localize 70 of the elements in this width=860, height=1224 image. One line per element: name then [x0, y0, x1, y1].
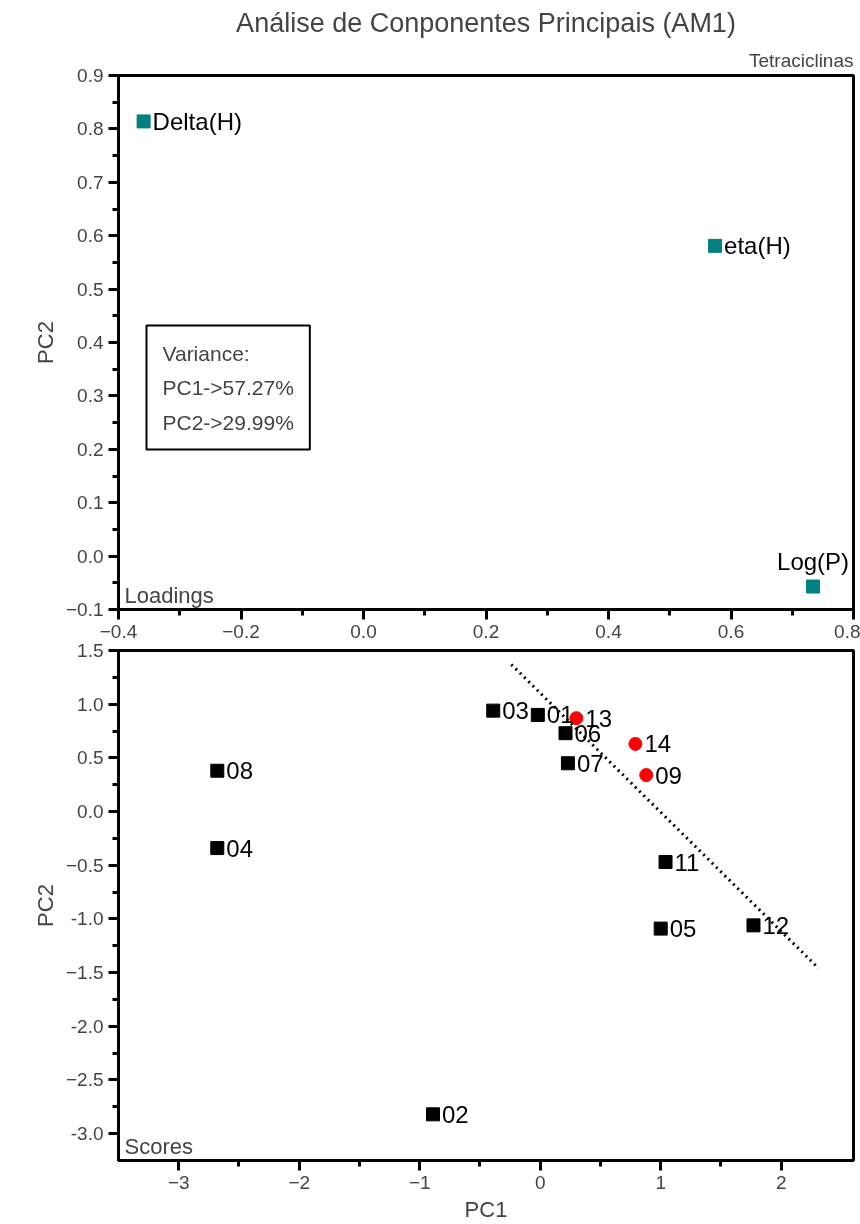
annotation: 07 — [576, 749, 604, 777]
point — [658, 855, 673, 870]
point — [558, 726, 573, 741]
y-tick-label: 0.2 — [77, 438, 104, 460]
y-tick-label: 0.0 — [77, 801, 104, 823]
x-tick-label: 0.2 — [472, 620, 500, 642]
annotation: 14 — [644, 730, 672, 758]
x-tick-label: −0.4 — [99, 620, 138, 642]
chart-title: Análise de Conponentes Principais (AM1) — [236, 7, 736, 38]
annotation: Loadings — [124, 582, 214, 608]
annotation: 02 — [441, 1100, 469, 1128]
y-tick-label: 0.0 — [77, 545, 104, 567]
point — [210, 763, 225, 778]
x-tick-label: 1 — [655, 1171, 667, 1193]
point — [746, 918, 761, 933]
point — [530, 707, 545, 722]
y-tick-label: -3.0 — [70, 1123, 104, 1145]
y-tick-label: 0.8 — [77, 118, 104, 140]
point — [486, 703, 501, 718]
y-tick-label: 0.5 — [77, 278, 104, 300]
x-tick-label: −0.2 — [222, 620, 260, 642]
annotation: 12 — [762, 911, 790, 939]
y-tick-label: -2.0 — [70, 1015, 104, 1037]
point — [628, 736, 643, 751]
y-tick-label: 0.6 — [77, 225, 104, 247]
y-axis-title: PC2 — [32, 321, 58, 364]
x-tick-label: 0.6 — [717, 620, 745, 642]
annotation: 05 — [669, 915, 697, 943]
annotation: Delta(H) — [152, 107, 242, 135]
y-tick-label: -1.0 — [70, 908, 104, 930]
y-tick-label: 1.0 — [77, 693, 104, 715]
y-tick-label: −0.5 — [65, 854, 104, 876]
x-axis-title: PC1 — [464, 1196, 508, 1222]
x-tick-label: 0.8 — [834, 620, 860, 642]
point — [653, 921, 668, 936]
x-tick-label: −3 — [167, 1171, 190, 1193]
point — [425, 1107, 440, 1122]
y-tick-label: 0.3 — [77, 385, 104, 407]
y-tick-label: 0.4 — [77, 332, 104, 353]
point — [136, 114, 151, 129]
x-tick-label: 0.4 — [595, 620, 623, 642]
x-tick-label: −2 — [288, 1171, 311, 1193]
y-tick-label: 0.5 — [77, 747, 104, 769]
x-tick-label: −1 — [408, 1171, 431, 1193]
y-tick-label: −1.5 — [65, 962, 104, 984]
y-tick-label: 0.9 — [77, 65, 104, 86]
point — [806, 579, 821, 594]
annotation: 09 — [655, 761, 682, 789]
annotation: Log(P) — [777, 547, 850, 575]
y-tick-label: −2.5 — [65, 1069, 104, 1091]
text: Tetraciclinas — [748, 49, 854, 71]
x-tick-label: 2 — [775, 1171, 787, 1193]
annotation: 08 — [226, 757, 254, 785]
annotation: eta(H) — [724, 232, 791, 260]
y-axis-title: PC2 — [32, 884, 58, 927]
y-tick-label: 0.1 — [77, 492, 104, 514]
annotation: 04 — [226, 834, 254, 862]
x-tick-label: 0.0 — [350, 620, 377, 642]
point — [210, 841, 225, 856]
y-tick-label: −0.1 — [65, 599, 104, 620]
y-tick-label: 1.5 — [77, 640, 104, 661]
annotation: Scores — [124, 1133, 193, 1159]
annotation: 03 — [502, 697, 529, 725]
annotation: 11 — [674, 848, 700, 876]
point — [560, 756, 575, 771]
x-tick-label: 0 — [534, 1171, 546, 1193]
point — [639, 768, 654, 783]
annotation: Variance: PC1->57.27% PC2->29.99% — [162, 341, 294, 434]
point — [708, 238, 723, 253]
y-tick-label: 0.7 — [77, 171, 104, 193]
